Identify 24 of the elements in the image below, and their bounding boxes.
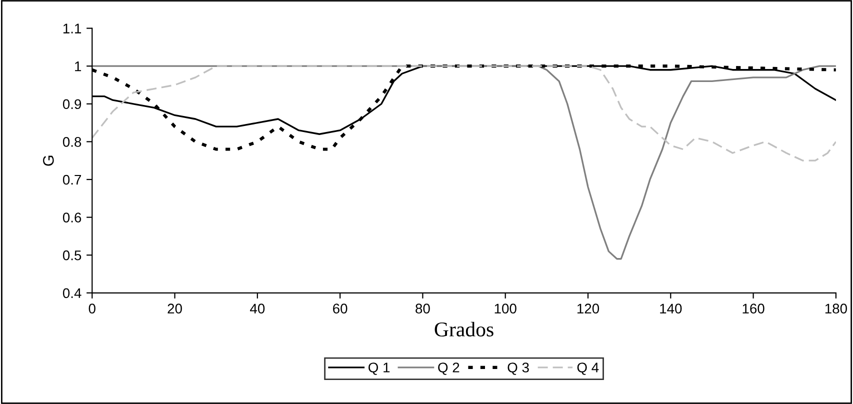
x-tick-label: 140: [660, 304, 682, 314]
legend-label: Q 3: [508, 362, 529, 375]
y-tick-label: 0.7: [62, 174, 82, 185]
y-tick-label: 0.6: [62, 212, 82, 222]
x-tick-label: 0: [88, 304, 96, 314]
y-tick-label: 0.8: [62, 137, 82, 147]
y-tick-label: 1.1: [63, 24, 82, 34]
x-tick-label: 40: [250, 304, 265, 314]
x-tick-label: 60: [333, 304, 348, 314]
x-tick-label: 120: [577, 304, 600, 314]
y-tick-label: 0.9: [62, 99, 82, 110]
legend-label: Q 4: [577, 362, 599, 375]
x-tick-label: 180: [825, 304, 847, 314]
x-tick-label: 100: [494, 304, 516, 314]
y-tick-label: 0.5: [62, 250, 82, 260]
y-tick-label: 1: [75, 62, 82, 72]
x-tick-label: 80: [416, 304, 430, 314]
x-tick-label: 160: [742, 304, 764, 314]
y-tick-label: 0.4: [62, 288, 82, 298]
x-tick-label: 20: [168, 304, 182, 314]
y-axis-title: G: [43, 156, 54, 166]
x-axis-title: Grados: [434, 322, 494, 336]
legend-label: Q 2: [438, 362, 460, 375]
legend-label: Q 1: [368, 362, 390, 375]
